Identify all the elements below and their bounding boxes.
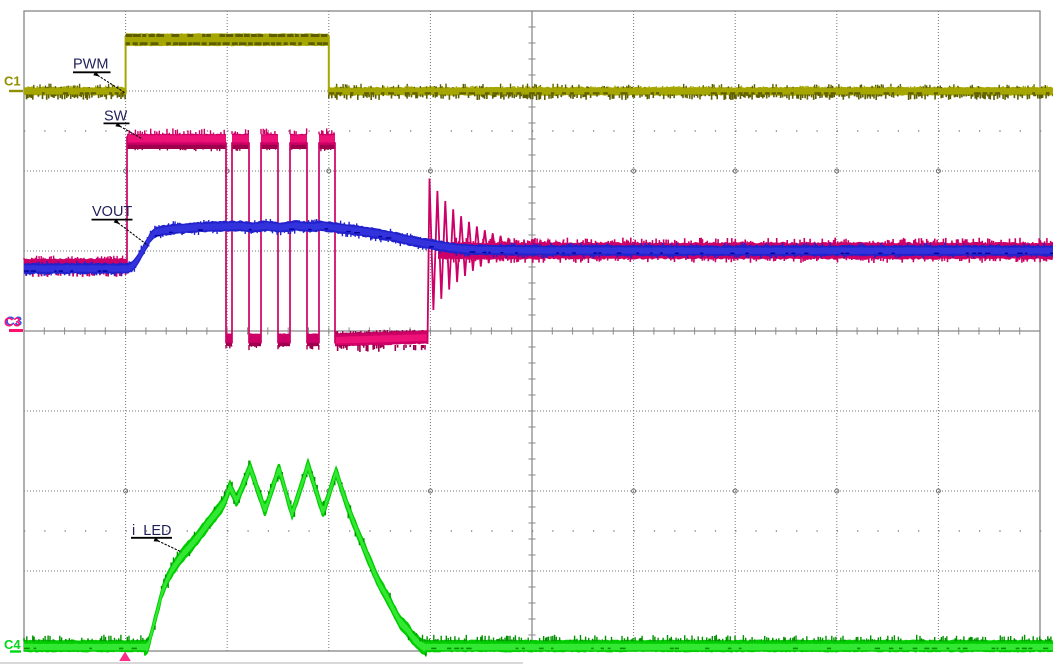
svg-text:C3: C3 [4,315,21,330]
svg-text:C4: C4 [4,637,21,652]
svg-text:i_LED: i_LED [132,523,172,539]
svg-text:VOUT: VOUT [92,204,132,220]
svg-text:PWM: PWM [73,57,108,73]
svg-text:C3: C3 [6,313,23,328]
svg-text:SW: SW [104,109,128,125]
svg-text:C1: C1 [4,74,21,89]
